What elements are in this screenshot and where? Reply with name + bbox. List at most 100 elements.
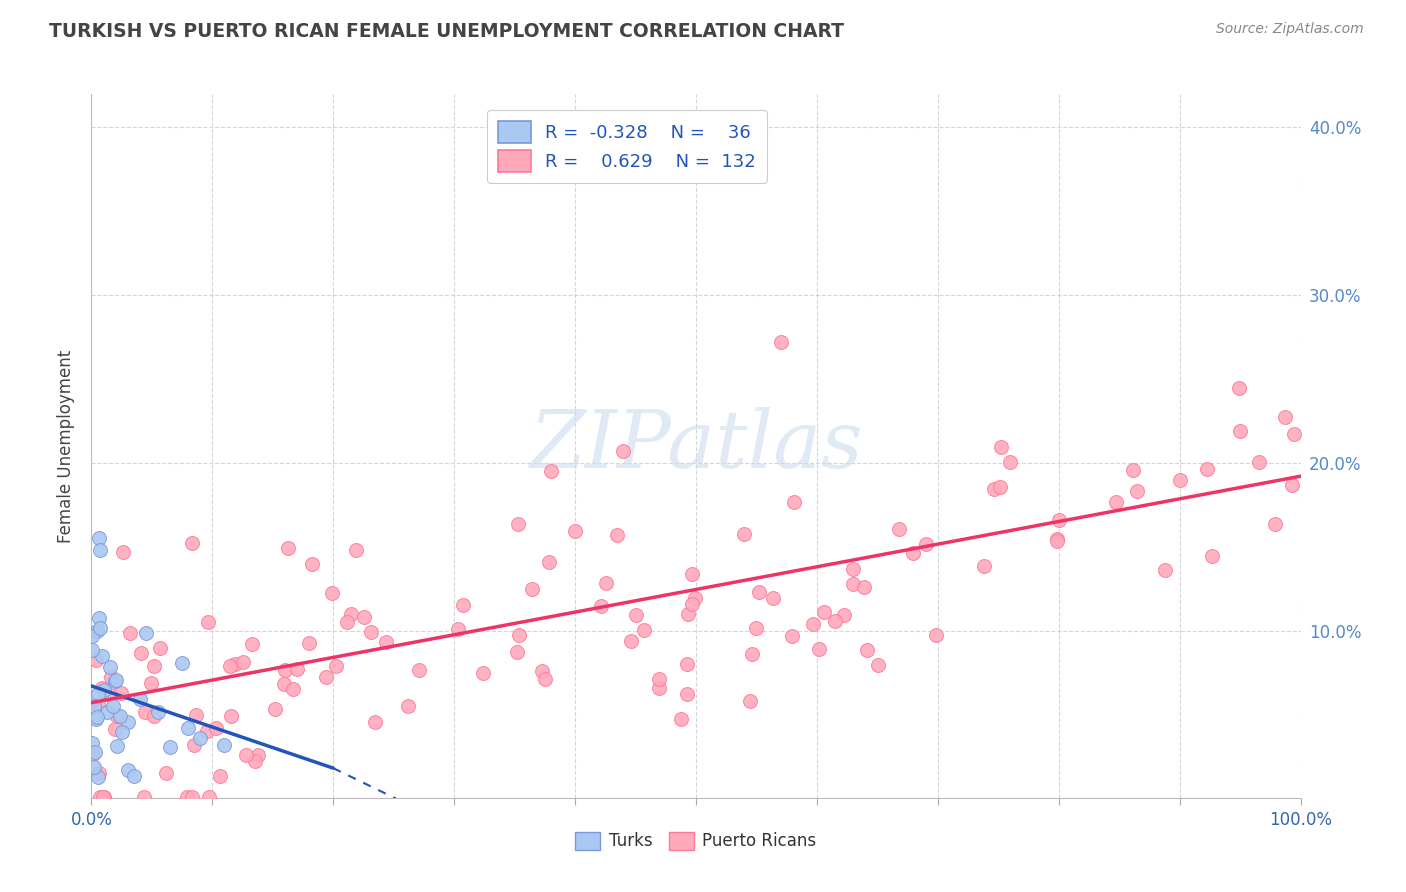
Point xyxy=(1105,494,1128,508)
Point xyxy=(117,714,139,729)
Point xyxy=(648,681,671,695)
Point xyxy=(197,615,219,630)
Point xyxy=(505,645,527,659)
Point xyxy=(353,610,375,624)
Point xyxy=(87,531,110,545)
Point xyxy=(832,607,855,622)
Point xyxy=(762,591,785,605)
Point xyxy=(139,676,162,690)
Point xyxy=(83,698,105,713)
Point xyxy=(104,722,127,736)
Point xyxy=(612,443,634,458)
Point xyxy=(745,621,768,635)
Legend: Turks, Puerto Ricans: Turks, Puerto Ricans xyxy=(569,825,823,857)
Point xyxy=(447,623,470,637)
Point xyxy=(973,559,995,574)
Point xyxy=(122,769,145,783)
Point xyxy=(274,663,297,677)
Point xyxy=(915,537,938,551)
Point xyxy=(232,656,254,670)
Point xyxy=(633,623,655,637)
Point xyxy=(129,646,152,660)
Point xyxy=(91,648,114,663)
Point xyxy=(96,706,118,720)
Point xyxy=(364,714,387,729)
Point xyxy=(82,736,104,750)
Point xyxy=(218,659,240,673)
Point xyxy=(89,621,111,635)
Point xyxy=(530,664,553,678)
Point xyxy=(101,699,124,714)
Point xyxy=(520,582,543,596)
Point xyxy=(301,558,323,572)
Point xyxy=(183,738,205,752)
Point xyxy=(181,536,204,550)
Point xyxy=(325,659,347,673)
Point xyxy=(769,334,792,349)
Point xyxy=(471,665,494,680)
Point xyxy=(104,673,127,688)
Point xyxy=(214,738,236,752)
Point xyxy=(198,789,221,804)
Point xyxy=(86,709,108,723)
Point xyxy=(606,528,628,542)
Point xyxy=(676,607,699,621)
Point xyxy=(110,686,132,700)
Point xyxy=(683,591,706,606)
Point xyxy=(807,641,830,656)
Point xyxy=(842,562,865,576)
Point xyxy=(1046,534,1069,549)
Point xyxy=(83,759,105,773)
Point xyxy=(856,643,879,657)
Point xyxy=(87,697,110,711)
Point xyxy=(195,723,218,738)
Point xyxy=(184,708,207,723)
Point xyxy=(177,721,200,735)
Text: TURKISH VS PUERTO RICAN FEMALE UNEMPLOYMENT CORRELATION CHART: TURKISH VS PUERTO RICAN FEMALE UNEMPLOYM… xyxy=(49,22,844,41)
Point xyxy=(1227,381,1250,395)
Point xyxy=(1264,517,1286,532)
Point xyxy=(396,698,419,713)
Point xyxy=(675,687,697,701)
Point xyxy=(681,567,703,582)
Point xyxy=(813,605,835,619)
Point xyxy=(135,625,157,640)
Point xyxy=(93,789,115,804)
Point xyxy=(889,522,911,536)
Point xyxy=(990,440,1012,454)
Point xyxy=(1168,473,1191,487)
Point xyxy=(110,708,132,723)
Point xyxy=(451,598,474,612)
Point xyxy=(841,577,863,591)
Point xyxy=(172,656,194,670)
Point xyxy=(321,586,343,600)
Point xyxy=(132,789,155,804)
Point xyxy=(741,647,763,661)
Point xyxy=(675,657,697,672)
Point xyxy=(591,599,613,614)
Point xyxy=(134,706,156,720)
Point xyxy=(344,543,367,558)
Point xyxy=(925,628,948,642)
Point xyxy=(901,546,924,560)
Point xyxy=(224,657,246,671)
Point xyxy=(1046,532,1069,546)
Point xyxy=(80,643,103,657)
Point xyxy=(84,712,107,726)
Point xyxy=(87,687,110,701)
Point xyxy=(538,555,561,569)
Point xyxy=(336,615,359,629)
Point xyxy=(534,673,557,687)
Point xyxy=(983,482,1005,496)
Point xyxy=(277,541,299,556)
Point xyxy=(824,614,846,628)
Text: ZIPatlas: ZIPatlas xyxy=(529,408,863,484)
Point xyxy=(339,607,361,621)
Point xyxy=(508,628,530,642)
Point xyxy=(105,708,128,723)
Point xyxy=(285,662,308,676)
Point xyxy=(1282,427,1305,442)
Point xyxy=(506,516,529,531)
Point xyxy=(83,745,105,759)
Point xyxy=(647,673,669,687)
